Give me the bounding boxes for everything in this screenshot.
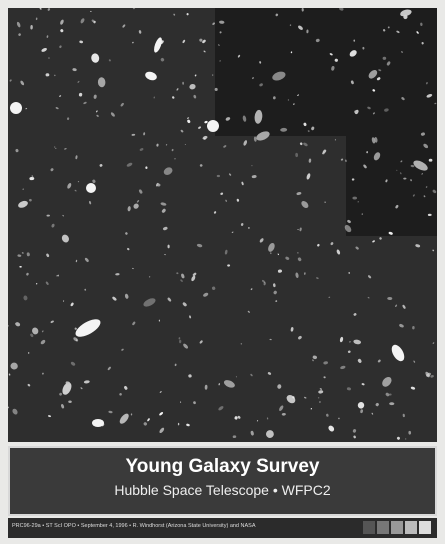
galaxy [178, 423, 179, 426]
swatch [419, 521, 431, 534]
galaxy [387, 297, 392, 300]
poster: Young Galaxy Survey Hubble Space Telesco… [0, 0, 445, 544]
caption-box: Young Galaxy Survey Hubble Space Telesco… [8, 446, 437, 516]
credit: PRC96-29a • ST ScI OPO • September 4, 19… [12, 523, 256, 529]
credit-strip: PRC96-29a • ST ScI OPO • September 4, 19… [8, 518, 437, 538]
subtitle: Hubble Space Telescope • WFPC2 [10, 482, 435, 498]
swatch [377, 521, 389, 534]
galaxy [199, 39, 202, 42]
galaxy [429, 159, 433, 162]
galaxy [207, 120, 219, 132]
galaxy [48, 57, 49, 58]
galaxy [10, 102, 22, 114]
galaxy [92, 419, 104, 427]
swatch [405, 521, 417, 534]
galaxy [86, 183, 96, 193]
galaxy [167, 245, 169, 249]
swatch [363, 521, 375, 534]
swatch [391, 521, 403, 534]
deep-field-image [8, 8, 437, 442]
title: Young Galaxy Survey [10, 456, 435, 478]
